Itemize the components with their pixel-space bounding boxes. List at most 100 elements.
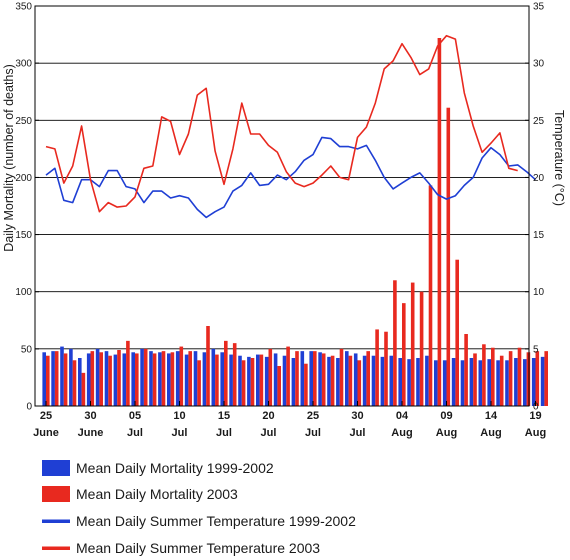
bar-mortality-2003 [215, 354, 219, 406]
bar-mortality-1999-2002 [42, 352, 46, 406]
bar-mortality-1999-2002 [327, 356, 331, 406]
plot-frame [34, 5, 530, 407]
legend-swatch-bar [42, 460, 70, 476]
x-tick-month-label: Jul [350, 427, 366, 439]
bar-mortality-1999-2002 [540, 356, 545, 406]
x-tick-month-label: June [78, 427, 104, 439]
bar-mortality-2003 [99, 352, 103, 406]
bar-mortality-2003 [188, 351, 192, 406]
bar-mortality-1999-2002 [273, 353, 278, 406]
left-tick-label: 0 [26, 402, 32, 413]
bar-mortality-2003 [437, 38, 442, 406]
bar-mortality-1999-2002 [78, 358, 82, 406]
bar-mortality-2003 [428, 185, 433, 406]
bar-mortality-2003 [330, 355, 335, 406]
x-tick-month-label: Aug [525, 427, 546, 439]
bar-mortality-2003 [286, 346, 290, 406]
left-tick-label: 50 [21, 344, 33, 355]
x-tick-month-label: Aug [436, 427, 457, 439]
right-tick-label: 25 [533, 116, 545, 127]
bar-mortality-2003 [321, 353, 326, 406]
legend-swatch-line [42, 546, 70, 550]
bar-mortality-2003 [402, 303, 406, 406]
bar-mortality-2003 [357, 360, 362, 406]
bar-mortality-1999-2002 [309, 351, 313, 406]
bar-mortality-2003 [419, 291, 424, 406]
x-tick-label: 04 [396, 410, 409, 422]
left-tick-label: 300 [15, 59, 32, 70]
bar-mortality-1999-2002 [60, 346, 64, 406]
bar-mortality-1999-2002 [211, 348, 216, 406]
right-tick-label: 15 [533, 230, 545, 241]
bar-mortality-2003 [366, 351, 370, 406]
bar-mortality-1999-2002 [238, 355, 242, 406]
bar-mortality-2003 [446, 107, 451, 406]
x-axis-ticks: 25 June 30 June 05 Jul 10 Jul 15 Jul 20 Jul 25 Jul 30 J… [33, 401, 546, 439]
bar-mortality-2003 [339, 348, 344, 406]
x-tick-label: 19 [529, 410, 541, 422]
bar-mortality-1999-2002 [291, 358, 296, 406]
bar-mortality-1999-2002 [149, 351, 153, 406]
bar-mortality-1999-2002 [398, 358, 402, 406]
bar-mortality-2003 [375, 329, 379, 406]
x-tick-month-label: Jul [127, 427, 143, 439]
bar-mortality-2003 [46, 355, 50, 406]
x-tick-month-label: Jul [216, 427, 232, 439]
bar-mortality-1999-2002 [264, 356, 269, 406]
bar-mortality-2003 [81, 372, 86, 406]
bar-mortality-2003 [384, 331, 388, 406]
x-tick-month-label: Jul [172, 427, 188, 439]
x-tick-label: 09 [440, 410, 452, 422]
bar-mortality-1999-2002 [158, 352, 162, 406]
bar-mortality-1999-2002 [104, 351, 109, 406]
x-tick-label: 05 [129, 410, 141, 422]
x-tick-label: 30 [351, 410, 363, 422]
right-tick-label: 30 [533, 59, 545, 70]
bar-mortality-2003 [161, 351, 166, 406]
legend-label: Mean Daily Mortality 2003 [76, 486, 238, 502]
bar-mortality-2003 [108, 355, 112, 406]
bar-mortality-1999-2002 [434, 360, 438, 406]
bar-mortality-2003 [526, 352, 531, 406]
x-tick-month-label: June [33, 427, 59, 439]
legend: Mean Daily Mortality 1999-2002 Mean Daily… [42, 460, 356, 556]
bar-mortality-2003 [250, 358, 255, 406]
bar-mortality-2003 [473, 353, 477, 406]
lines-group [45, 34, 537, 219]
bar-mortality-2003 [499, 355, 504, 406]
bar-mortality-2003 [126, 340, 130, 406]
gridlines [35, 62, 529, 350]
bar-mortality-1999-2002 [496, 360, 500, 406]
bar-mortality-1999-2002 [469, 358, 474, 406]
bar-mortality-2003 [313, 351, 317, 406]
right-tick-label: 20 [533, 173, 545, 184]
bar-mortality-1999-2002 [95, 348, 100, 406]
bar-mortality-2003 [72, 360, 77, 406]
bar-mortality-1999-2002 [505, 360, 509, 406]
x-tick-month-label: Jul [305, 427, 321, 439]
bar-mortality-2003 [232, 343, 237, 406]
bar-mortality-1999-2002 [336, 358, 340, 406]
x-tick-label: 10 [173, 410, 185, 422]
line-temperature-2003 [45, 34, 518, 213]
bar-mortality-1999-2002 [113, 354, 118, 406]
right-tick-label: 10 [533, 287, 545, 298]
bar-mortality-1999-2002 [282, 355, 287, 406]
bar-mortality-2003 [455, 259, 459, 406]
bar-mortality-1999-2002 [514, 358, 518, 406]
bar-mortality-2003 [482, 344, 486, 406]
bar-mortality-1999-2002 [362, 355, 367, 406]
legend-label: Mean Daily Mortality 1999-2002 [76, 460, 274, 476]
bar-mortality-1999-2002 [202, 352, 207, 406]
bar-mortality-2003 [491, 347, 495, 406]
bar-mortality-2003 [117, 350, 121, 406]
bar-mortality-2003 [517, 347, 522, 406]
bar-mortality-1999-2002 [69, 348, 73, 406]
bar-mortality-2003 [348, 355, 353, 406]
bar-mortality-1999-2002 [318, 352, 322, 406]
bar-mortality-1999-2002 [460, 360, 465, 406]
line-temperature-1999-2002 [45, 136, 537, 219]
bar-mortality-1999-2002 [300, 351, 305, 406]
bar-mortality-1999-2002 [425, 355, 429, 406]
bar-mortality-2003 [63, 353, 68, 406]
